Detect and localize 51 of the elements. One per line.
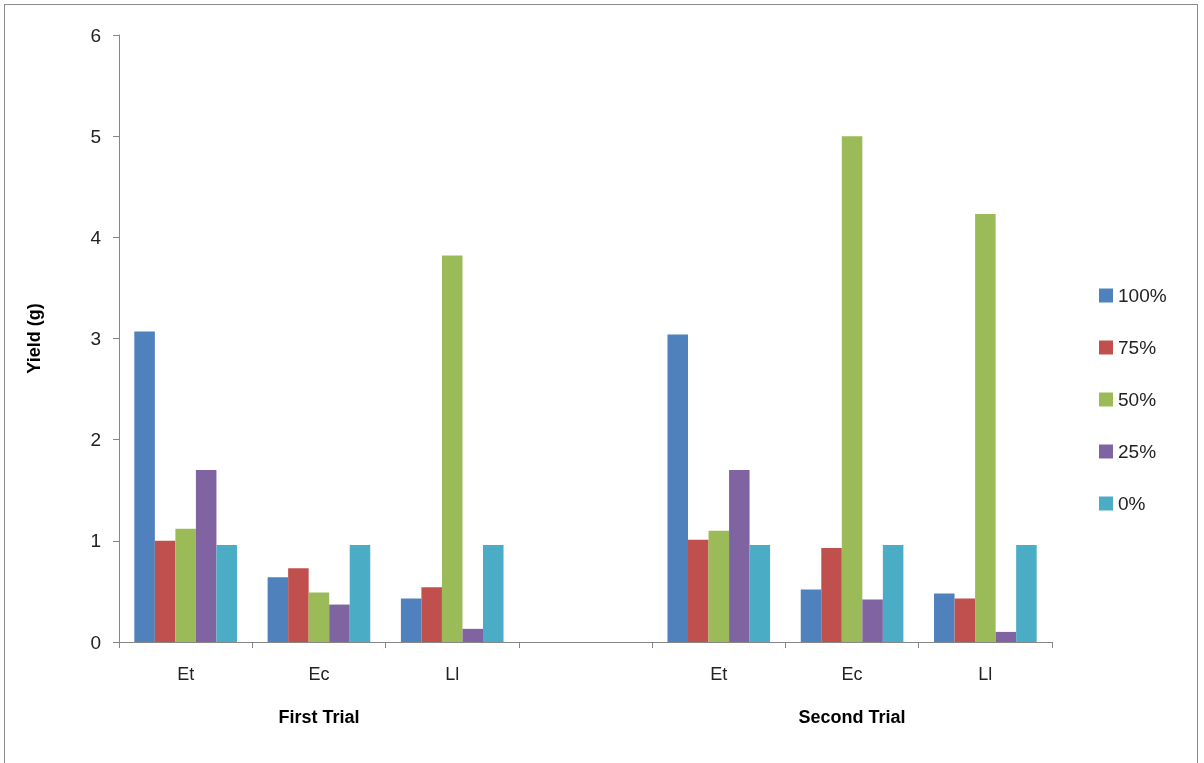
bar [216, 544, 237, 642]
legend-label: 100% [1118, 285, 1167, 306]
bar [288, 568, 309, 642]
x-tick-label: Ec [841, 664, 863, 684]
legend-label: 25% [1118, 441, 1157, 462]
x-tick-label: Ec [308, 664, 330, 684]
bar [195, 470, 217, 642]
bar [975, 214, 996, 642]
text: First Trial [278, 707, 360, 727]
bar [954, 598, 976, 642]
y-tick-label: 3 [90, 328, 101, 349]
legend-label: 50% [1118, 389, 1157, 410]
text: Second Trial [798, 707, 906, 727]
bar [400, 598, 422, 642]
bar [421, 587, 442, 642]
bar [175, 528, 196, 642]
bar [329, 604, 350, 642]
bar [483, 544, 504, 642]
y-tick-label: 6 [90, 24, 101, 46]
bar [349, 544, 371, 642]
bar [995, 631, 1017, 642]
bar [749, 544, 771, 642]
bar [462, 628, 483, 642]
y-tick-label: 2 [90, 429, 101, 451]
y-tick-label: 0 [90, 631, 101, 653]
y-tick-label: 4 [90, 226, 102, 248]
bar [267, 577, 289, 642]
y-tick-label: 5 [90, 125, 101, 147]
bar [821, 547, 842, 642]
legend-label: 0% [1118, 493, 1146, 514]
bar [882, 544, 904, 642]
bar [154, 540, 176, 642]
bar [134, 331, 155, 642]
y-tick-label: 1 [90, 530, 101, 552]
bar [934, 593, 955, 642]
bar [729, 470, 750, 642]
bar [862, 599, 883, 642]
bar [308, 592, 330, 642]
bar [688, 539, 709, 642]
bar [841, 136, 863, 642]
x-tick-label: Ll [978, 664, 993, 684]
x-tick-label: Ll [445, 664, 460, 684]
y-axis-title: Yield (g) [24, 303, 44, 374]
bar [800, 589, 822, 642]
bar [708, 530, 730, 642]
x-tick-label: Et [177, 664, 195, 684]
x-tick-label: Et [710, 664, 728, 684]
bar [667, 334, 688, 642]
bar [441, 255, 463, 642]
legend-label: 75% [1118, 337, 1157, 358]
bar [1016, 544, 1037, 642]
